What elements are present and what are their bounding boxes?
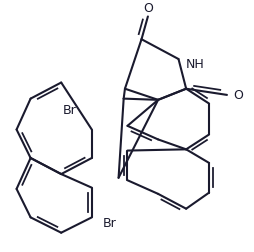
Text: Br: Br: [102, 216, 116, 229]
Text: O: O: [232, 89, 242, 102]
Text: O: O: [142, 2, 152, 15]
Text: Br: Br: [62, 104, 76, 117]
Text: NH: NH: [185, 58, 204, 71]
